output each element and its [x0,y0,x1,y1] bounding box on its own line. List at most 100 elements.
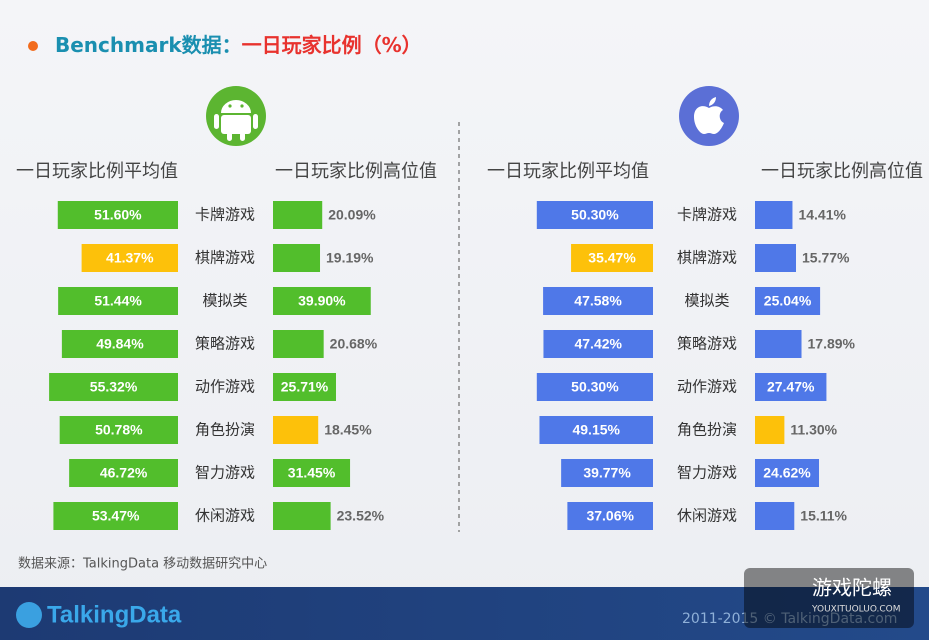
category-label: 角色扮演 [677,421,737,439]
value-label: 20.09% [328,207,376,223]
footer-band [0,587,929,640]
value-label: 46.72% [100,465,148,481]
bar [49,373,178,401]
title-prefix: Benchmark数据： [55,33,242,57]
bar [53,502,178,530]
bar [61,330,178,358]
value-label: 55.32% [90,379,138,395]
category-label: 模拟类 [684,292,729,310]
value-label: 27.47% [767,379,815,395]
bar [58,287,178,315]
category-label: 棋牌游戏 [677,249,737,267]
value-label: 25.04% [764,293,812,309]
category-label: 动作游戏 [195,378,255,396]
category-label: 角色扮演 [195,421,255,439]
bar [273,287,371,315]
watermark: 游戏陀螺 [812,576,892,600]
copyright: 2011-2015 © TalkingData.com [682,611,897,627]
value-label: 50.30% [571,379,619,395]
category-label: 智力游戏 [677,464,737,482]
bar [69,459,178,487]
value-label: 17.89% [808,336,856,352]
value-label: 35.47% [588,250,636,266]
category-label: 休闲游戏 [195,507,255,525]
value-label: 31.45% [288,465,336,481]
bar [539,416,653,444]
bar [273,244,321,272]
bar [755,201,793,229]
title-main: 一日玩家比例（%） [242,33,422,57]
logo: TalkingData [47,601,182,628]
column-header: 一日玩家比例平均值 [16,161,178,182]
category-label: 卡牌游戏 [195,206,255,224]
android-icon [206,86,266,146]
bar [543,287,653,315]
bar [536,201,653,229]
value-label: 53.47% [92,508,140,524]
value-label: 37.06% [586,508,634,524]
category-label: 休闲游戏 [677,507,737,525]
bar [543,330,653,358]
bar [571,244,653,272]
category-label: 动作游戏 [677,378,737,396]
value-label: 39.77% [583,465,631,481]
bar [755,502,795,530]
bar [755,416,785,444]
watermark-box [744,568,914,628]
value-label: 41.37% [106,250,154,266]
column-header: 一日玩家比例高位值 [761,161,923,182]
bar [273,416,319,444]
bar [755,330,802,358]
value-label: 11.30% [790,422,837,438]
bar [755,459,820,487]
category-label: 棋牌游戏 [195,249,255,267]
bar [59,416,178,444]
bar [81,244,178,272]
title: Benchmark数据：一日玩家比例（%） [55,33,422,57]
category-label: 卡牌游戏 [677,206,737,224]
value-label: 19.19% [326,250,374,266]
value-label: 49.15% [572,422,620,438]
bar [273,502,331,530]
category-label: 策略游戏 [195,335,255,353]
bar [755,287,821,315]
value-label: 23.52% [337,508,385,524]
bar [273,459,351,487]
value-label: 20.68% [330,336,378,352]
column-header: 一日玩家比例高位值 [275,161,437,182]
value-label: 49.84% [96,336,144,352]
value-label: 24.62% [763,465,811,481]
logo-mark [16,602,42,628]
value-label: 51.60% [94,207,142,223]
bar [273,373,336,401]
category-label: 智力游戏 [195,464,255,482]
value-label: 18.45% [324,422,372,438]
value-label: 15.77% [802,250,850,266]
value-label: 39.90% [298,293,346,309]
bullet [28,41,38,51]
value-label: 15.11% [800,508,847,524]
bar [755,373,827,401]
apple-icon [679,86,739,146]
bar [57,201,178,229]
category-label: 策略游戏 [677,335,737,353]
value-label: 50.78% [95,422,143,438]
bar [273,201,323,229]
value-label: 14.41% [798,207,846,223]
bar [567,502,653,530]
value-label: 25.71% [281,379,329,395]
value-label: 51.44% [94,293,142,309]
watermark-url: YOUXITUOLUO.COM [811,605,901,615]
bar [536,373,653,401]
value-label: 47.58% [574,293,622,309]
value-label: 47.42% [574,336,622,352]
source: 数据来源：TalkingData 移动数据研究中心 [18,557,267,572]
bar [755,244,797,272]
column-header: 一日玩家比例平均值 [487,161,649,182]
bar [273,330,324,358]
value-label: 50.30% [571,207,619,223]
bar [561,459,653,487]
category-label: 模拟类 [202,292,247,310]
